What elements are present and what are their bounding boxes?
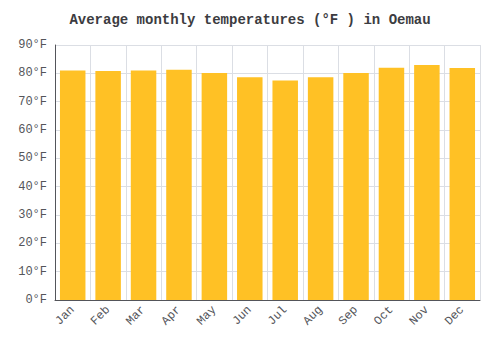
svg-text:Jun: Jun — [230, 303, 255, 328]
svg-text:Average monthly temperatures (: Average monthly temperatures (°F ) in Oe… — [69, 12, 430, 28]
svg-text:Dec: Dec — [442, 303, 467, 328]
svg-text:40°F: 40°F — [18, 180, 47, 194]
svg-text:50°F: 50°F — [18, 151, 47, 165]
svg-text:0°F: 0°F — [25, 293, 47, 307]
svg-text:70°F: 70°F — [18, 95, 47, 109]
svg-text:Sep: Sep — [336, 303, 361, 328]
svg-text:Aug: Aug — [300, 303, 325, 328]
svg-text:80°F: 80°F — [18, 66, 47, 80]
svg-text:Nov: Nov — [407, 303, 432, 328]
svg-text:Oct: Oct — [371, 303, 396, 328]
svg-text:May: May — [194, 303, 219, 328]
svg-text:Mar: Mar — [123, 303, 148, 328]
svg-text:20°F: 20°F — [18, 236, 47, 250]
svg-text:Feb: Feb — [88, 303, 113, 328]
svg-text:90°F: 90°F — [18, 38, 47, 52]
svg-text:30°F: 30°F — [18, 208, 47, 222]
svg-text:Apr: Apr — [159, 303, 184, 328]
svg-text:60°F: 60°F — [18, 123, 47, 137]
svg-text:Jan: Jan — [53, 303, 78, 328]
svg-text:10°F: 10°F — [18, 265, 47, 279]
svg-text:Jul: Jul — [265, 303, 290, 328]
